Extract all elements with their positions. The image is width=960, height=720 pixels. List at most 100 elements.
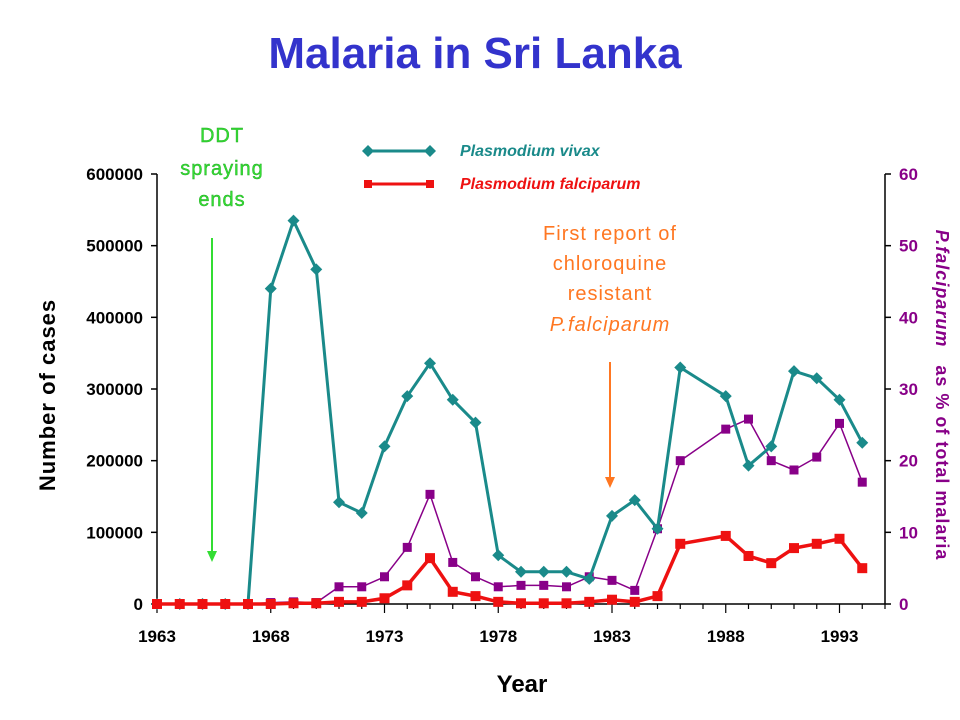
vivax-point: [674, 361, 687, 374]
x-tick-label: 1988: [707, 627, 745, 646]
falciparum-point: [311, 598, 322, 609]
falciparum-percent-point: [766, 456, 776, 466]
vivax-point: [583, 572, 596, 585]
falciparum-point: [334, 596, 344, 607]
vivax-point: [310, 263, 323, 276]
falciparum-point: [470, 591, 481, 602]
x-tick-label: 1993: [821, 627, 859, 646]
vivax-point: [765, 440, 778, 453]
falciparum-point: [174, 599, 185, 609]
falciparum-percent-point: [380, 572, 389, 582]
falciparum-point: [561, 598, 572, 609]
ddt-annotation: DDT spraying ends: [180, 125, 263, 562]
y2-axis-title-italic: P.falciparum: [932, 230, 952, 348]
y-axis-title: Number of cases: [35, 299, 60, 491]
chloroquine-annotation-line: First report of: [543, 223, 677, 245]
ddt-annotation-line: DDT: [200, 125, 244, 147]
falciparum-percent-point: [857, 477, 867, 487]
falciparum-point: [743, 550, 754, 561]
chloroquine-arrow-head: [605, 477, 615, 488]
vivax-point: [355, 506, 368, 519]
y2-axis-title-rest: as % of total malaria: [932, 365, 952, 560]
falciparum-point: [197, 599, 208, 609]
falciparum-point: [629, 596, 640, 607]
falciparum-percent-point: [607, 575, 617, 585]
falciparum-percent-point: [744, 414, 753, 424]
chloroquine-annotation: First report of chloroquine resistant P.…: [543, 223, 677, 488]
legend: Plasmodium vivax Plasmodium falciparum: [362, 143, 641, 193]
falciparum-point: [425, 553, 435, 564]
vivax-point: [651, 522, 664, 535]
vivax-point: [560, 565, 573, 578]
vivax-point: [788, 365, 800, 378]
falciparum-percent-point: [425, 489, 435, 499]
falciparum-point: [538, 598, 549, 609]
y2-tick-label: 40: [899, 308, 918, 327]
chloroquine-annotation-line: chloroquine: [553, 253, 667, 275]
y-tick-label: 400000: [86, 308, 143, 327]
falciparum-point: [243, 599, 253, 609]
falciparum-point: [834, 533, 845, 544]
chart-title: Malaria in Sri Lanka: [268, 29, 682, 78]
y-tick-label: 0: [134, 595, 143, 614]
x-tick-label: 1978: [479, 627, 517, 646]
y-tick-label: 500000: [86, 237, 143, 256]
chloroquine-annotation-line: P.falciparum: [550, 314, 671, 336]
y2-tick-label: 60: [899, 165, 918, 184]
vivax-point: [515, 565, 527, 578]
falciparum-point: [857, 563, 868, 574]
vivax-point: [401, 390, 414, 403]
falciparum-point: [607, 594, 617, 605]
vivax-point: [378, 440, 391, 453]
falciparum-percent-point: [448, 557, 458, 567]
x-axis-title: Year: [497, 671, 548, 698]
vivax-point: [606, 509, 618, 522]
falciparum-point: [288, 598, 299, 609]
falciparum-percent-point: [471, 572, 480, 582]
vivax-point: [492, 549, 505, 562]
falciparum-percent-point: [493, 582, 503, 592]
falciparum-percent-point: [402, 542, 412, 552]
y2-tick-label: 10: [899, 523, 918, 542]
falciparum-point: [220, 599, 231, 609]
legend-vivax-marker: [362, 145, 374, 157]
y-tick-label: 300000: [86, 380, 143, 399]
falciparum-percent-point: [562, 582, 571, 592]
y2-tick-label: 30: [899, 380, 918, 399]
series-falciparum-percent-line: [157, 418, 863, 605]
falciparum-percent-point: [721, 424, 731, 434]
x-tick-label: 1963: [138, 627, 176, 646]
vivax-point: [424, 357, 436, 370]
y-tick-label: 600000: [86, 165, 143, 184]
falciparum-point: [356, 596, 367, 607]
falciparum-point: [720, 530, 731, 541]
falciparum-point: [789, 543, 799, 554]
falciparum-point: [584, 596, 595, 607]
vivax-point: [333, 496, 345, 509]
ticks: 0 100000 200000 300000 400000 500000 600000 0 10…: [86, 165, 918, 646]
axes: [156, 174, 886, 605]
y2-tick-label: 20: [899, 452, 918, 471]
falciparum-percent-point: [675, 456, 685, 466]
falciparum-point: [652, 591, 663, 602]
falciparum-point: [675, 538, 686, 549]
vivax-point: [446, 393, 459, 406]
series-vivax-line: [157, 219, 864, 606]
vivax-point: [833, 393, 846, 406]
falciparum-percent-point: [630, 585, 640, 595]
series-falciparum-line: [157, 534, 864, 606]
falciparum-percent-point: [835, 418, 844, 428]
vivax-point: [742, 459, 755, 472]
falciparum-percent-point: [516, 580, 526, 590]
falciparum-percent-point: [334, 582, 344, 592]
vivax-point: [264, 282, 277, 295]
ddt-annotation-line: ends: [198, 189, 245, 211]
vivax-point: [287, 214, 300, 227]
x-tick-label: 1983: [593, 627, 631, 646]
falciparum-percent-point: [812, 452, 822, 462]
series-layer: [151, 214, 869, 610]
vivax-point: [719, 390, 732, 403]
y2-tick-label: 50: [899, 237, 918, 256]
y-tick-label: 100000: [86, 523, 143, 542]
